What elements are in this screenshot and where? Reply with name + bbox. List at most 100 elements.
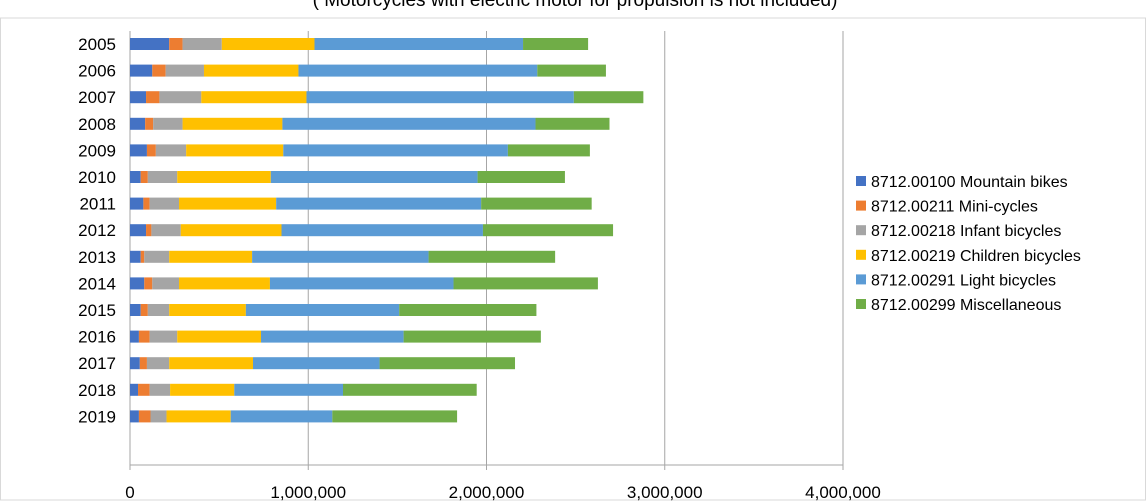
bar-segment: [428, 250, 556, 263]
bar-segment: [177, 330, 262, 343]
bar-segment: [147, 304, 170, 316]
bar-segment: [379, 357, 516, 370]
bar-segment: [165, 64, 204, 77]
bar-segment: [149, 383, 171, 396]
bar-segment: [482, 224, 614, 237]
bar-segment: [179, 277, 270, 290]
bar-segment: [147, 171, 178, 183]
bar-segment: [138, 383, 150, 396]
bar-segment: [261, 330, 404, 343]
bar-segment: [138, 330, 150, 343]
bar-segment: [140, 171, 148, 183]
bar-segment: [130, 224, 147, 237]
bar-segment: [276, 197, 482, 210]
bar-segment: [144, 277, 153, 290]
bar-segment: [140, 304, 148, 316]
category-label: 2014: [78, 274, 116, 293]
bar-segment: [130, 117, 146, 130]
legend-swatch: [856, 200, 866, 211]
legend-entry: 8712.00100 Mountain bikes: [871, 174, 1068, 191]
bar-segment: [130, 330, 139, 343]
bar-segment: [281, 224, 483, 237]
bar-segment: [283, 144, 508, 157]
bar-segment: [149, 330, 178, 343]
category-label: 2013: [78, 248, 116, 267]
category-label: 2009: [78, 141, 116, 160]
bars: [130, 38, 644, 423]
bar-segment: [146, 357, 170, 370]
category-label: 2005: [78, 35, 116, 54]
bar-segment: [221, 38, 315, 50]
legend-entry: 8712.00218 Infant bicycles: [871, 223, 1061, 240]
bar-segment: [245, 304, 400, 316]
bar-segment: [170, 383, 235, 396]
legend: 8712.00100 Mountain bikes 8712.00211 Mini…: [856, 174, 1081, 314]
bar-segment: [169, 250, 253, 263]
x-tick-label: 0: [125, 483, 134, 501]
x-tick-label: 3,000,000: [627, 483, 703, 501]
category-label: 2006: [78, 62, 116, 81]
bar-segment: [159, 91, 202, 104]
bar-segment: [153, 117, 183, 130]
bar-segment: [152, 277, 180, 290]
bar-segment: [166, 410, 231, 423]
bar-segment: [130, 38, 170, 50]
bar-segment: [144, 250, 170, 263]
category-label: 2008: [78, 115, 116, 134]
bar-segment: [269, 277, 454, 290]
bar-segment: [477, 171, 565, 183]
x-tick-label: 1,000,000: [270, 483, 346, 501]
legend-swatch: [856, 249, 866, 260]
bar-segment: [150, 410, 167, 423]
bar-segment: [146, 144, 156, 157]
bar-segment: [453, 277, 598, 290]
bar-segment: [203, 64, 299, 77]
x-tick-label: 4,000,000: [805, 483, 881, 501]
bar-segment: [151, 224, 181, 237]
bar-segment: [252, 250, 429, 263]
category-label: 2018: [78, 381, 116, 400]
category-label: 2017: [78, 354, 116, 373]
bar-segment: [130, 197, 144, 210]
bar-segment: [130, 383, 139, 396]
category-label: 2010: [78, 168, 116, 187]
bar-segment: [143, 197, 150, 210]
bar-segment: [282, 117, 536, 130]
category-label: 2016: [78, 328, 116, 347]
bar-segment: [130, 357, 140, 370]
legend-swatch: [856, 274, 866, 285]
legend-entry: 8712.00219 Children bicycles: [871, 248, 1081, 265]
bar-segment: [130, 250, 141, 263]
category-label: 2012: [78, 221, 116, 240]
bar-segment: [130, 144, 147, 157]
bar-segment: [155, 144, 187, 157]
bar-segment: [146, 224, 152, 237]
bar-segment: [314, 38, 524, 50]
bar-segment: [138, 410, 151, 423]
bar-segment: [130, 171, 141, 183]
bar-segment: [481, 197, 592, 210]
x-tick-label: 2,000,000: [449, 483, 525, 501]
bar-segment: [130, 304, 141, 316]
bar-segment: [179, 197, 277, 210]
bar-segment: [234, 383, 344, 396]
bar-segment: [130, 64, 153, 77]
legend-swatch: [856, 299, 866, 309]
bar-segment: [573, 91, 644, 104]
bar-segment: [169, 304, 246, 316]
legend-swatch: [856, 225, 866, 236]
bar-segment: [186, 144, 284, 157]
bar-segment: [252, 357, 380, 370]
bar-segment: [130, 91, 147, 104]
bar-segment: [169, 38, 183, 50]
bar-segment: [177, 171, 271, 183]
bar-segment: [230, 410, 333, 423]
bar-segment: [149, 197, 180, 210]
bar-segment: [298, 64, 538, 77]
bar-segment: [403, 330, 541, 343]
category-label: 2007: [78, 88, 116, 107]
bar-segment: [182, 117, 283, 130]
bar-segment: [535, 117, 610, 130]
bar-segment: [130, 277, 145, 290]
